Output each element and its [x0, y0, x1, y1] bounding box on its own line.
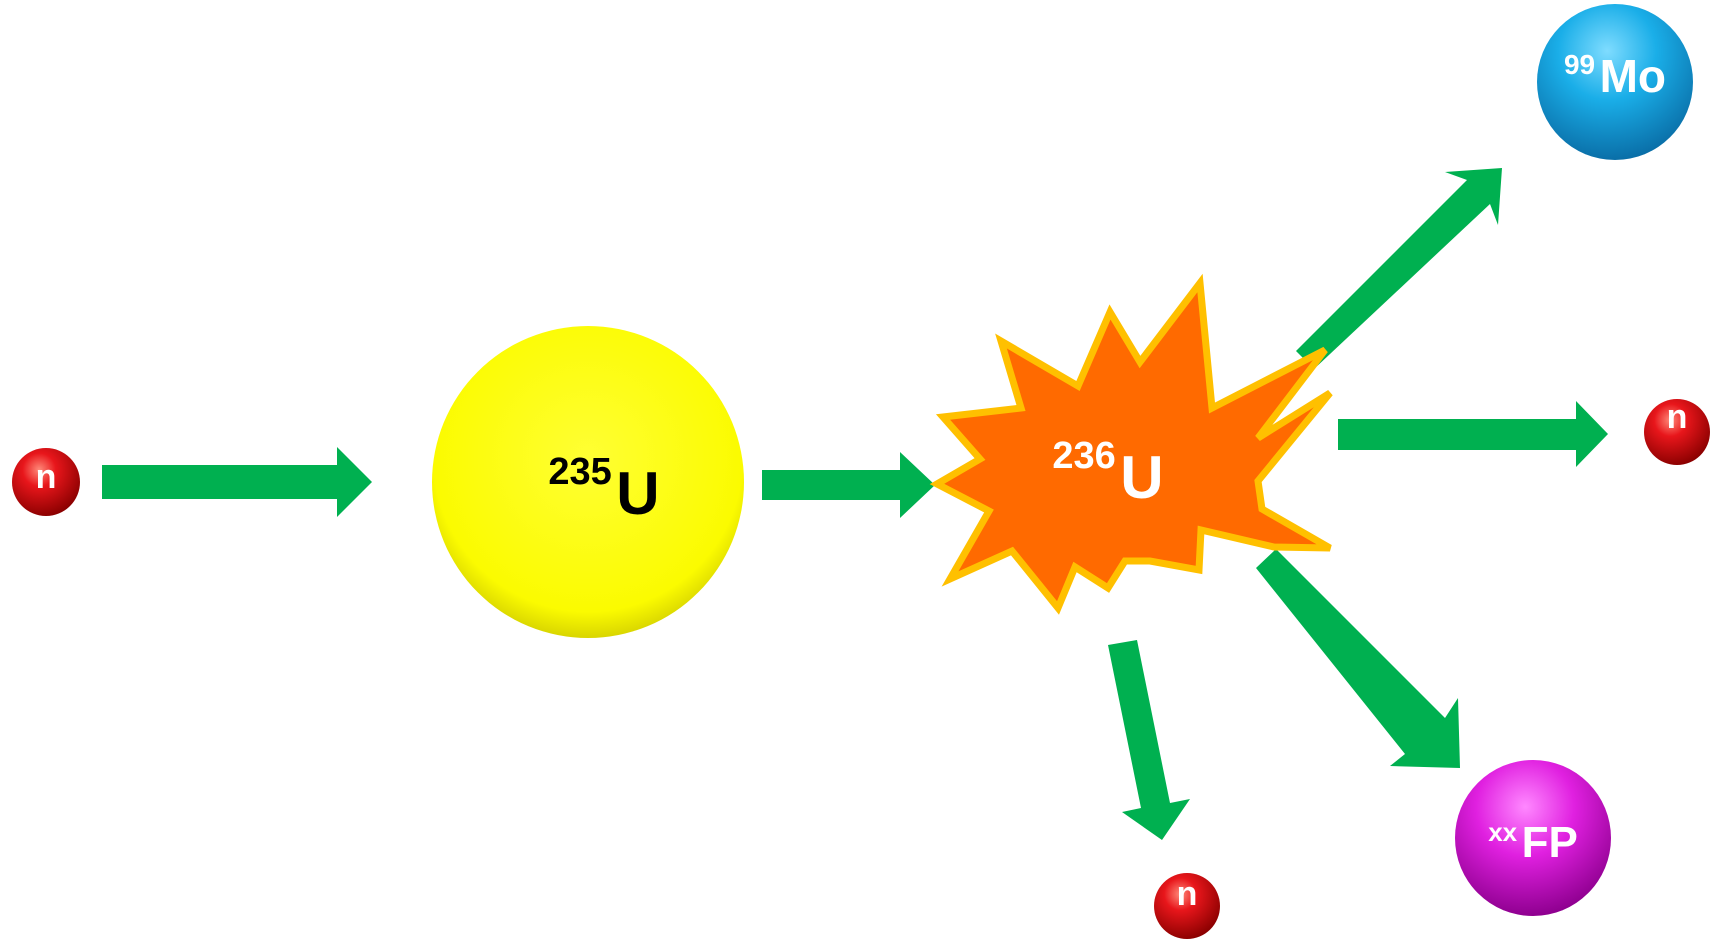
u236-label: 236 U	[1052, 435, 1163, 511]
uranium-236-burst: 236 U	[929, 273, 1333, 615]
arrow-u236-to-fission-product	[1256, 549, 1460, 768]
u235-label: 235 U	[548, 451, 659, 527]
arrow-u236-to-neutron-right	[1338, 401, 1608, 467]
neutron-outgoing-bottom: n	[1154, 873, 1220, 939]
u236-mass-number: 236	[1052, 435, 1115, 477]
arrow-neutron-to-u235	[102, 447, 372, 517]
neutron-outgoing-right: n	[1644, 398, 1710, 465]
mo99-mass-number: 99	[1564, 49, 1595, 80]
u236-symbol: U	[1120, 444, 1163, 511]
fission-product-mass-number: xx	[1488, 817, 1517, 847]
molybdenum-99-nucleus: 99 Mo	[1537, 4, 1693, 160]
arrow-u236-to-neutron-bottom	[1108, 640, 1190, 840]
fission-product-symbol: FP	[1522, 818, 1578, 867]
uranium-235-nucleus: 235 U	[432, 326, 744, 638]
arrow-u236-to-mo99	[1296, 168, 1502, 369]
arrows	[102, 168, 1608, 840]
mo99-symbol: Mo	[1600, 50, 1666, 102]
fission-product-label: xx FP	[1488, 817, 1578, 867]
neutron-right-label: n	[1667, 398, 1688, 436]
neutron-incoming: n	[12, 448, 80, 516]
fission-product-nucleus: xx FP	[1455, 760, 1611, 916]
neutron-incoming-label: n	[36, 458, 57, 496]
mo99-label: 99 Mo	[1564, 49, 1666, 102]
u235-symbol: U	[616, 460, 659, 527]
u235-mass-number: 235	[548, 451, 611, 493]
neutron-bottom-label: n	[1177, 875, 1198, 913]
arrow-u235-to-u236	[762, 452, 935, 518]
